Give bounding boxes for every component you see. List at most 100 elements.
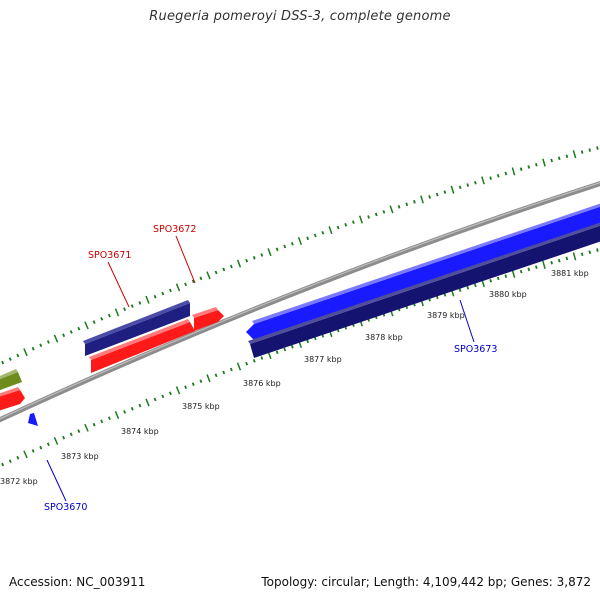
scale-tick xyxy=(214,373,218,378)
scale-tick xyxy=(123,307,127,312)
feature-spo3673-orf-top xyxy=(252,203,600,324)
genome-backbone xyxy=(0,180,600,423)
scale-tick xyxy=(191,279,195,284)
feature-red-block-a-top xyxy=(89,319,190,360)
scale-tick xyxy=(1,462,5,467)
scale-tick xyxy=(428,195,431,199)
scale-tick xyxy=(443,190,447,194)
scale-tick xyxy=(374,212,378,217)
gene-label-spo3672[interactable]: SPO3672 xyxy=(153,224,196,235)
scale-tick xyxy=(535,162,538,167)
scale-tick xyxy=(557,156,561,161)
scale-tick xyxy=(62,435,66,440)
scale-tick xyxy=(474,283,477,288)
feature-spo3672-orf-top xyxy=(192,307,218,318)
scale-tick xyxy=(145,398,150,407)
scale-tick xyxy=(214,270,218,275)
label-leader-spo3670 xyxy=(46,459,67,502)
feature-spo3671-cds[interactable] xyxy=(85,303,190,356)
scale-tick xyxy=(458,185,462,190)
scale-tick xyxy=(283,244,287,249)
scale-tick xyxy=(168,391,172,396)
scale-tick xyxy=(275,247,279,252)
gene-label-spo3673[interactable]: SPO3673 xyxy=(454,344,497,355)
scale-tick xyxy=(283,347,287,352)
genome-summary-text: Topology: circular; Length: 4,109,442 bp… xyxy=(261,575,591,589)
scale-tick xyxy=(527,165,531,169)
scale-tick xyxy=(252,358,256,363)
outer-tick-ring xyxy=(1,146,599,365)
scale-tick xyxy=(1,360,5,365)
scale-tick xyxy=(100,317,104,321)
scale-tick xyxy=(77,429,81,433)
feature-spo3672-orf[interactable] xyxy=(194,310,224,331)
scale-tick xyxy=(175,283,181,292)
scale-tick xyxy=(542,158,546,167)
scale-tick xyxy=(69,432,73,437)
feature-red-block-a[interactable] xyxy=(91,322,195,373)
scale-tick xyxy=(496,174,500,178)
scale-tick xyxy=(458,288,462,292)
scale-tick xyxy=(130,304,134,308)
feature-spo3673-cds[interactable] xyxy=(250,224,600,358)
scale-tick xyxy=(580,252,584,257)
feature-spo3671-cds-top xyxy=(83,300,190,344)
feature-spo3673-orf[interactable] xyxy=(246,205,600,340)
scale-tick xyxy=(382,210,386,214)
scale-tick xyxy=(236,259,242,268)
scale-tick xyxy=(69,330,73,334)
scale-tick xyxy=(16,353,20,358)
feature-red-edge[interactable] xyxy=(0,390,25,412)
scale-tick xyxy=(550,158,553,163)
gene-label-spo3671[interactable]: SPO3671 xyxy=(88,250,131,261)
scale-tick xyxy=(435,192,439,197)
scale-tick xyxy=(39,343,43,348)
scale-tick xyxy=(344,222,348,227)
scale-label: 3876 kbp xyxy=(243,379,281,388)
scale-tick xyxy=(580,150,584,154)
scale-tick xyxy=(306,236,310,241)
scale-tick xyxy=(184,385,188,390)
scale-tick xyxy=(504,171,508,176)
scale-label: 3875 kbp xyxy=(182,402,220,411)
label-leader-spo3673 xyxy=(459,299,475,343)
scale-tick xyxy=(572,150,577,159)
scale-tick xyxy=(413,200,416,204)
gene-label-spo3670[interactable]: SPO3670 xyxy=(44,502,87,513)
scale-label: 3880 kbp xyxy=(489,290,527,299)
scale-tick xyxy=(397,205,401,209)
scale-tick xyxy=(466,285,470,290)
scale-label: 3879 kbp xyxy=(427,311,465,320)
scale-tick xyxy=(107,313,111,318)
scale-tick xyxy=(328,226,333,235)
scale-tick xyxy=(206,271,211,280)
scale-tick xyxy=(138,403,142,408)
scale-tick xyxy=(114,411,120,419)
scale-tick xyxy=(565,256,569,261)
feature-green-edge[interactable] xyxy=(0,372,22,392)
scale-label: 3874 kbp xyxy=(121,427,159,436)
scale-tick xyxy=(557,258,561,263)
scale-tick xyxy=(175,386,181,395)
label-leader-spo3672 xyxy=(175,235,196,284)
scale-tick xyxy=(565,154,569,159)
feature-spo3670-arrow[interactable] xyxy=(28,413,38,426)
scale-tick xyxy=(23,450,28,459)
scale-tick xyxy=(46,442,50,447)
scale-tick xyxy=(550,260,553,265)
scale-tick xyxy=(496,276,500,281)
scale-tick xyxy=(466,183,470,187)
scale-tick xyxy=(352,220,355,224)
label-leader-spo3671 xyxy=(107,261,130,308)
scale-tick xyxy=(474,180,477,185)
scale-tick xyxy=(168,288,172,293)
scale-tick xyxy=(252,255,256,260)
scale-tick xyxy=(596,146,599,150)
scale-tick xyxy=(260,356,264,360)
scale-tick xyxy=(336,225,340,230)
scale-tick xyxy=(596,248,599,252)
scale-tick xyxy=(145,295,150,304)
scale-tick xyxy=(53,334,59,343)
scale-tick xyxy=(8,357,12,361)
